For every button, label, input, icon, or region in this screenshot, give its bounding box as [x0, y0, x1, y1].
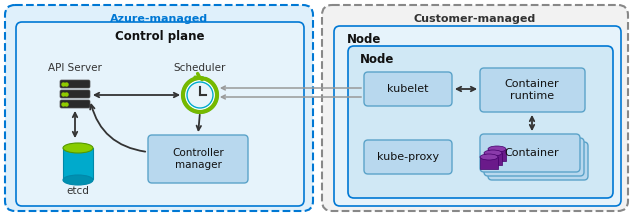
Ellipse shape	[488, 146, 506, 152]
Circle shape	[187, 82, 213, 108]
FancyBboxPatch shape	[480, 134, 580, 172]
Text: API Server: API Server	[48, 63, 102, 73]
Bar	[488, 149, 506, 161]
FancyBboxPatch shape	[488, 142, 588, 180]
FancyBboxPatch shape	[60, 80, 90, 88]
Circle shape	[183, 78, 217, 112]
Ellipse shape	[480, 154, 498, 160]
FancyBboxPatch shape	[60, 100, 90, 108]
FancyBboxPatch shape	[364, 72, 452, 106]
Ellipse shape	[484, 150, 502, 156]
FancyBboxPatch shape	[16, 22, 304, 206]
Text: Scheduler: Scheduler	[174, 63, 226, 73]
Text: Container: Container	[505, 148, 560, 158]
Ellipse shape	[63, 143, 93, 153]
FancyBboxPatch shape	[480, 68, 585, 112]
Text: Container
runtime: Container runtime	[505, 79, 560, 101]
Text: Node: Node	[347, 33, 381, 46]
Text: kube-proxy: kube-proxy	[377, 152, 439, 162]
FancyBboxPatch shape	[348, 46, 613, 198]
FancyBboxPatch shape	[364, 140, 452, 174]
Text: Node: Node	[360, 53, 394, 66]
Text: etcd: etcd	[66, 186, 89, 196]
FancyBboxPatch shape	[322, 5, 628, 211]
FancyBboxPatch shape	[484, 138, 584, 176]
Bar	[63, 148, 93, 179]
FancyBboxPatch shape	[334, 26, 621, 206]
Ellipse shape	[63, 175, 93, 185]
Text: Azure-managed: Azure-managed	[110, 14, 208, 24]
Ellipse shape	[492, 142, 510, 148]
Text: Customer-managed: Customer-managed	[414, 14, 536, 24]
FancyBboxPatch shape	[5, 5, 313, 211]
Bar	[480, 157, 498, 169]
Bar	[492, 145, 510, 157]
Text: kubelet: kubelet	[387, 84, 429, 94]
FancyBboxPatch shape	[148, 135, 248, 183]
Text: Control plane: Control plane	[115, 30, 204, 43]
Bar	[484, 153, 502, 165]
FancyBboxPatch shape	[60, 90, 90, 98]
Text: Controller
manager: Controller manager	[172, 148, 224, 170]
